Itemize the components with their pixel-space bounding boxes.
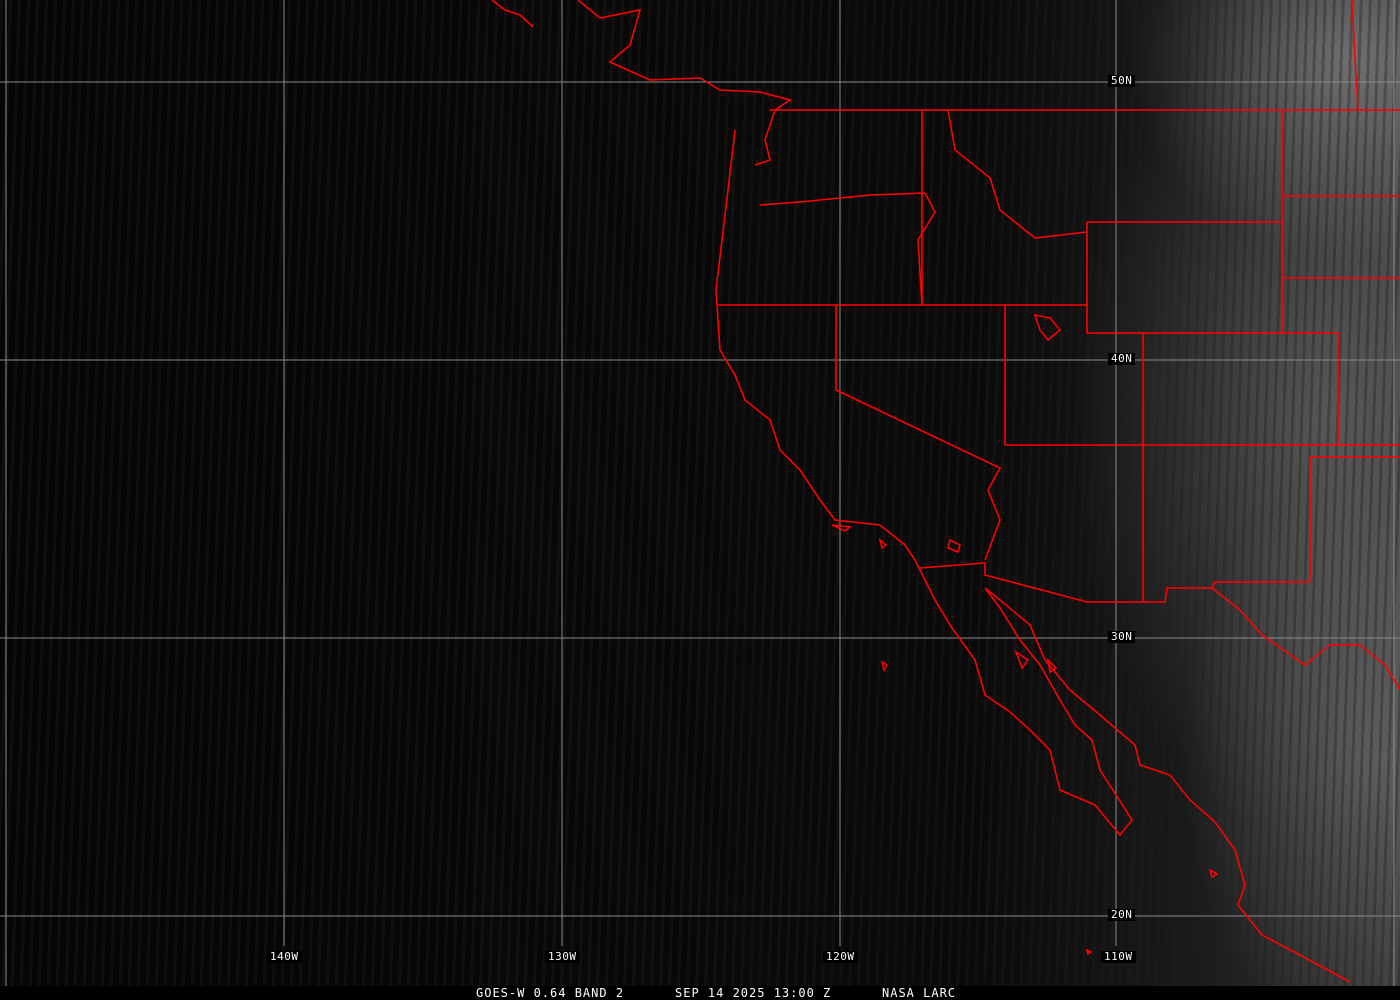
great-salt-lake: [1033, 313, 1062, 342]
satellite-band: GOES-W 0.64 BAND 2: [476, 986, 625, 1000]
lon-label: 130W: [545, 951, 580, 963]
image-datetime: SEP 14 2025 13:00 Z: [675, 986, 832, 1000]
boundaries: [491, 0, 1400, 983]
border-rio-grande: [1211, 587, 1400, 691]
island: [1014, 649, 1030, 670]
island: [1208, 868, 1219, 879]
lon-label: 140W: [267, 951, 302, 963]
island: [831, 524, 853, 532]
border-ca-nv: [835, 305, 1002, 561]
lon-label: 110W: [1101, 951, 1136, 963]
coastline-us-mexico: [715, 129, 1351, 983]
image-caption: GOES-W 0.64 BAND 2 SEP 14 2025 13:00 Z N…: [0, 986, 1400, 1000]
lat-label: 30N: [1108, 631, 1136, 643]
lon-label: 120W: [823, 951, 858, 963]
lat-label: 40N: [1108, 353, 1136, 365]
border-id-wy: [1086, 222, 1143, 334]
lat-label: 50N: [1108, 75, 1136, 87]
island: [1046, 657, 1058, 674]
island: [880, 660, 889, 673]
border-canada-nd: [1351, 0, 1359, 111]
coastline-alaska-panhandle: [491, 0, 534, 28]
border-wa-or: [759, 192, 926, 206]
border-or-id: [917, 192, 936, 306]
border-co: [1143, 332, 1339, 445]
island: [1085, 948, 1093, 956]
image-source: NASA LARC: [882, 986, 957, 1000]
border-us-mexico: [919, 562, 1310, 603]
lat-label: 20N: [1108, 909, 1136, 921]
salton-sea: [947, 538, 961, 554]
border-id-mt: [947, 109, 1088, 239]
coastline-bc: [577, 0, 792, 166]
island: [878, 537, 888, 550]
